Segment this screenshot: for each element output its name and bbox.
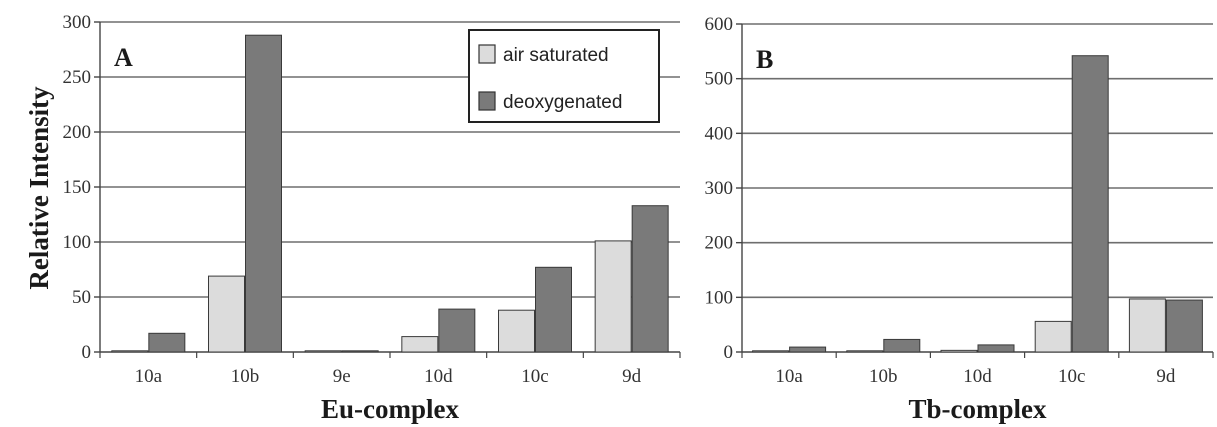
- panel-label: B: [756, 45, 773, 74]
- bar-air-saturated: [111, 350, 149, 353]
- x-tick-label: 10b: [231, 366, 260, 387]
- x-tick-label: 10a: [135, 366, 163, 387]
- x-tick-label: 10a: [775, 366, 803, 387]
- y-tick-label: 500: [705, 69, 734, 90]
- y-tick-label: 250: [63, 67, 92, 88]
- y-tick-label: 150: [63, 177, 92, 198]
- y-axis-title: Relative Intensity: [24, 86, 54, 290]
- bar-air-saturated: [940, 349, 978, 353]
- bar-deoxygenated: [438, 308, 476, 353]
- bar-air-saturated: [846, 350, 884, 353]
- y-tick-label: 400: [705, 123, 734, 144]
- bar-deoxygenated: [535, 266, 572, 353]
- x-tick-label: 10c: [1058, 366, 1085, 387]
- x-tick-label: 9d: [622, 366, 642, 387]
- panel-b-tb-complex: 0 100 200 300 400 500 600 10a 10b 10d 10c 9d B Tb-com…: [705, 14, 1214, 424]
- bar-deoxygenated: [1071, 55, 1109, 353]
- bar-air-saturated: [1128, 298, 1166, 353]
- x-axis-title: Eu-complex: [321, 394, 459, 424]
- bar-air-saturated: [752, 350, 790, 353]
- y-tick-label: 300: [705, 178, 734, 199]
- x-axis-title: Tb-complex: [909, 394, 1047, 424]
- bar-air-saturated: [594, 240, 632, 353]
- bar-air-saturated: [401, 336, 439, 353]
- bar-air-saturated: [304, 350, 342, 353]
- panel-a-eu-complex: 0 50 100 150 200 250 300 10a 10b 9e 10d 10c 9d A Eu-co…: [63, 12, 681, 424]
- bar-deoxygenated: [883, 338, 921, 353]
- x-tick-label: 9d: [1156, 366, 1176, 387]
- y-tick-label: 200: [705, 233, 734, 254]
- legend-box: [468, 29, 660, 123]
- legend-label: air saturated: [503, 45, 609, 66]
- bar-deoxygenated: [977, 344, 1015, 353]
- legend-swatch-deoxygenated: [478, 91, 496, 111]
- y-tick-label: 100: [705, 287, 734, 308]
- y-tick-label: 0: [82, 342, 92, 363]
- y-tick-label: 600: [705, 14, 734, 35]
- panel-label: A: [114, 43, 133, 72]
- y-tick-label: 100: [63, 232, 92, 253]
- legend-swatch-air-saturated: [478, 44, 496, 64]
- x-tick-label: 10b: [869, 366, 898, 387]
- x-tick-label: 10d: [963, 366, 992, 387]
- bar-air-saturated: [208, 275, 245, 353]
- bar-deoxygenated: [789, 346, 827, 353]
- bar-deoxygenated: [341, 350, 379, 353]
- x-tick-label: 9e: [333, 366, 351, 387]
- y-tick-label: 300: [63, 12, 92, 33]
- legend: air saturated deoxygenated: [468, 29, 660, 123]
- bar-air-saturated: [1034, 320, 1072, 353]
- x-tick-label: 10c: [521, 366, 548, 387]
- bar-deoxygenated: [1165, 299, 1203, 353]
- legend-label: deoxygenated: [503, 92, 622, 113]
- x-tick-label: 10d: [424, 366, 453, 387]
- bar-deoxygenated: [148, 332, 186, 353]
- bar-deoxygenated: [245, 34, 282, 353]
- bar-air-saturated: [498, 309, 535, 353]
- y-tick-label: 0: [724, 342, 734, 363]
- bar-deoxygenated: [631, 205, 669, 353]
- y-tick-label: 50: [72, 287, 91, 308]
- y-tick-label: 200: [63, 122, 92, 143]
